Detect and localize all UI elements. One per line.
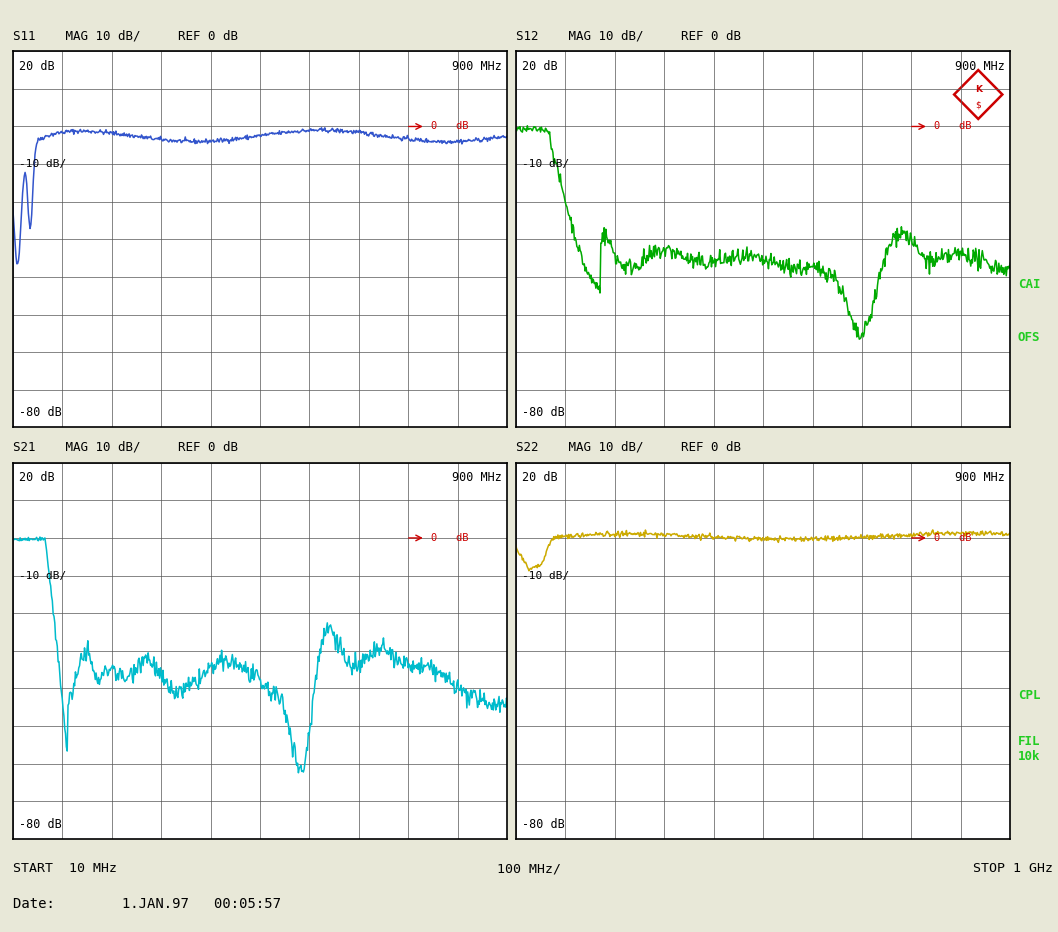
Text: 900 MHz: 900 MHz (954, 471, 1004, 484)
Text: K: K (974, 86, 982, 94)
Text: $: $ (975, 101, 981, 110)
Text: -10 dB/: -10 dB/ (19, 159, 66, 169)
Text: OFS: OFS (1018, 331, 1040, 344)
Text: 0   dB: 0 dB (934, 121, 971, 131)
Text: -10 dB/: -10 dB/ (19, 570, 66, 581)
Text: -80 dB: -80 dB (19, 406, 61, 419)
Text: 20 dB: 20 dB (19, 471, 54, 484)
Text: CPL: CPL (1018, 690, 1040, 703)
Text: -80 dB: -80 dB (19, 817, 61, 830)
Text: -80 dB: -80 dB (522, 817, 565, 830)
Text: 0   dB: 0 dB (431, 121, 468, 131)
Text: 900 MHz: 900 MHz (452, 471, 501, 484)
Text: Date:        1.JAN.97   00:05:57: Date: 1.JAN.97 00:05:57 (13, 897, 280, 911)
Text: 100 MHz/: 100 MHz/ (497, 862, 561, 875)
Text: S12    MAG 10 dB/     REF 0 dB: S12 MAG 10 dB/ REF 0 dB (516, 30, 741, 42)
Text: -10 dB/: -10 dB/ (522, 570, 569, 581)
Text: 0   dB: 0 dB (934, 533, 971, 543)
Text: S21    MAG 10 dB/     REF 0 dB: S21 MAG 10 dB/ REF 0 dB (13, 441, 238, 454)
Text: 900 MHz: 900 MHz (954, 60, 1004, 73)
Text: 20 dB: 20 dB (19, 60, 54, 73)
Text: 900 MHz: 900 MHz (452, 60, 501, 73)
Text: 20 dB: 20 dB (522, 471, 558, 484)
Text: -80 dB: -80 dB (522, 406, 565, 419)
Text: S11    MAG 10 dB/     REF 0 dB: S11 MAG 10 dB/ REF 0 dB (13, 30, 238, 42)
Text: CAI: CAI (1018, 278, 1040, 291)
Text: 20 dB: 20 dB (522, 60, 558, 73)
Text: FIL
10k: FIL 10k (1018, 734, 1040, 762)
Text: START  10 MHz: START 10 MHz (13, 862, 116, 875)
Text: -10 dB/: -10 dB/ (522, 159, 569, 169)
Text: 0   dB: 0 dB (431, 533, 468, 543)
Text: STOP 1 GHz: STOP 1 GHz (972, 862, 1053, 875)
Text: S22    MAG 10 dB/     REF 0 dB: S22 MAG 10 dB/ REF 0 dB (516, 441, 741, 454)
